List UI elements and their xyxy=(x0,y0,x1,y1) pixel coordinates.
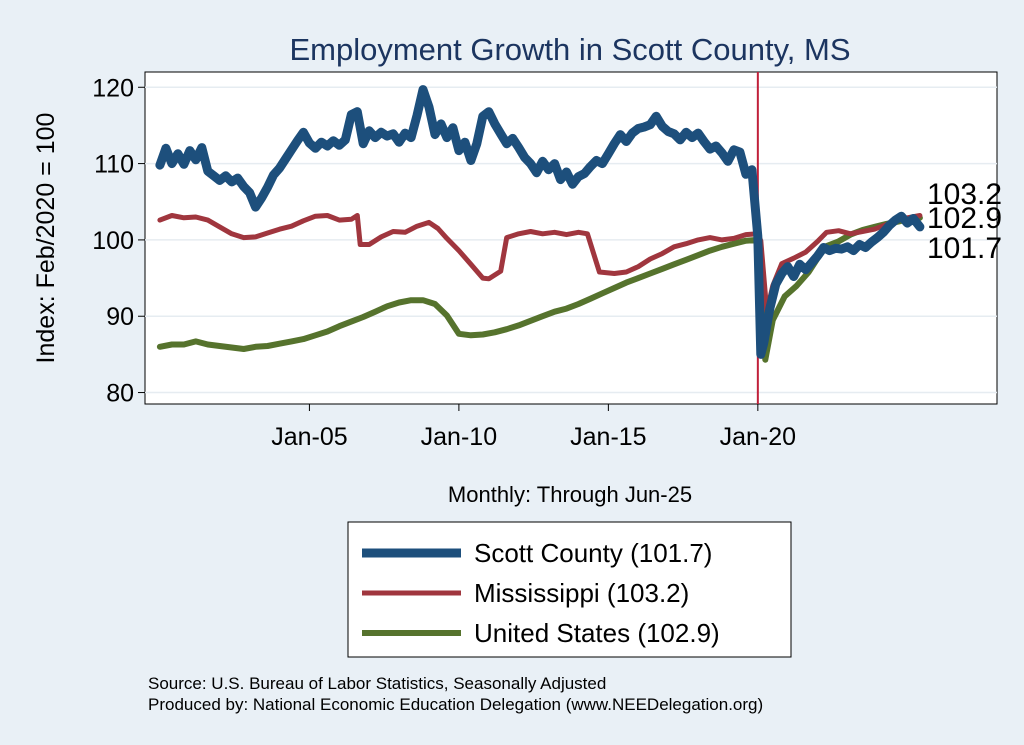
y-tick-label-90: 90 xyxy=(106,303,134,331)
legend-label-mississippi: Mississippi (103.2) xyxy=(474,578,689,608)
y-tick-label-80: 80 xyxy=(106,380,134,408)
x-tick-label-jan-20: Jan-20 xyxy=(720,423,796,451)
legend-label-united-states: United States (102.9) xyxy=(474,618,720,648)
series-line-mississippi xyxy=(157,213,923,315)
y-tick-label-110: 110 xyxy=(94,151,134,179)
x-tick-label-jan-05: Jan-05 xyxy=(271,423,347,451)
y-tick-label-120: 120 xyxy=(92,74,134,102)
chart-title: Employment Growth in Scott County, MS xyxy=(289,32,850,67)
legend-entries: Scott County (101.7) Mississippi (103.2) U… xyxy=(362,538,720,648)
source-note: Source: U.S. Bureau of Labor Statistics,… xyxy=(148,674,606,693)
y-axis: 80 90 100 110 120 xyxy=(92,74,145,408)
plot-area xyxy=(144,71,998,405)
legend: Scott County (101.7) Mississippi (103.2) U… xyxy=(347,521,792,658)
y-axis-title: Index: Feb/2020 = 100 xyxy=(32,113,60,364)
x-axis-title: Monthly: Through Jun-25 xyxy=(448,482,692,507)
legend-label-scott-county: Scott County (101.7) xyxy=(474,538,712,568)
x-tick-label-jan-15: Jan-15 xyxy=(570,423,646,451)
x-tick-label-jan-10: Jan-10 xyxy=(421,423,497,451)
y-tick-label-100: 100 xyxy=(92,227,134,255)
x-axis: Jan-05 Jan-10 Jan-15 Jan-20 xyxy=(271,404,796,451)
end-value-label-101-7: 101.7 xyxy=(927,232,1002,265)
end-value-label-103-2: 103.2 xyxy=(927,178,1002,211)
produced-by-note: Produced by: National Economic Education… xyxy=(148,695,763,714)
series-line-scott-county xyxy=(155,85,925,359)
series-lines xyxy=(155,85,925,363)
series-line-united-states xyxy=(156,214,923,363)
end-value-label-102-9: 102.9 xyxy=(927,202,1002,235)
